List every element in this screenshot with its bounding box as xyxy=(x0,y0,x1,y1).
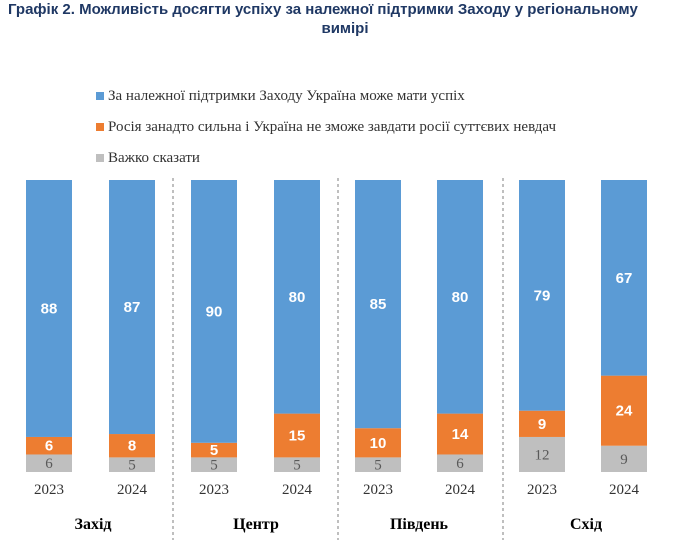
data-label-hard-8: 9 xyxy=(620,452,628,468)
bar-russia-6 xyxy=(437,413,483,455)
data-label-russia-4: 15 xyxy=(289,428,306,445)
bar-hard-5 xyxy=(355,457,401,472)
x-tick-label-8: 2024 xyxy=(609,482,640,498)
bar-russia-5 xyxy=(355,428,401,458)
legend-label-russia: Росія занадто сильна і Україна не зможе … xyxy=(108,119,557,135)
chart-title-line2: вимірі xyxy=(321,20,369,37)
data-label-hard-2: 5 xyxy=(128,458,136,474)
legend-swatch-russia xyxy=(96,123,104,131)
data-label-hard-3: 5 xyxy=(210,458,218,474)
bar-success-1 xyxy=(26,180,72,437)
bar-success-3 xyxy=(191,180,237,443)
data-label-russia-7: 9 xyxy=(538,416,546,433)
data-label-hard-7: 12 xyxy=(535,447,550,463)
x-tick-label-1: 2023 xyxy=(34,482,64,498)
data-label-success-3: 90 xyxy=(206,303,223,320)
data-label-russia-6: 14 xyxy=(452,426,469,443)
legend-label-hard: Важко сказати xyxy=(108,150,200,166)
x-tick-label-3: 2023 xyxy=(199,482,229,498)
x-tick-label-6: 2024 xyxy=(445,482,476,498)
data-label-hard-6: 6 xyxy=(456,456,464,472)
bar-success-4 xyxy=(274,180,320,414)
bar-russia-3 xyxy=(191,442,237,458)
data-label-russia-1: 6 xyxy=(45,438,53,455)
bar-hard-1 xyxy=(26,454,72,472)
bar-success-7 xyxy=(519,180,565,411)
legend-label-success: За належної підтримки Заходу Україна мож… xyxy=(108,88,465,104)
legend-item-russia: Росія занадто сильна і Україна не зможе … xyxy=(96,117,556,148)
bar-russia-1 xyxy=(26,436,72,455)
bar-hard-2 xyxy=(109,457,155,472)
data-label-hard-5: 5 xyxy=(374,458,382,474)
bar-success-5 xyxy=(355,180,401,429)
data-label-success-8: 67 xyxy=(616,270,633,287)
legend-item-success: За належної підтримки Заходу Україна мож… xyxy=(96,86,556,117)
group-label-1: Захід xyxy=(75,516,112,533)
chart-title-line1: Графік 2. Можливість досягти успіху за н… xyxy=(8,1,638,18)
bar-success-2 xyxy=(109,180,155,435)
bar-hard-3 xyxy=(191,457,237,472)
data-label-russia-8: 24 xyxy=(616,403,633,420)
bar-success-6 xyxy=(437,180,483,414)
bar-russia-4 xyxy=(274,413,320,458)
x-tick-label-4: 2024 xyxy=(282,482,313,498)
legend-swatch-hard xyxy=(96,154,104,162)
legend-swatch-success xyxy=(96,92,104,100)
x-tick-label-7: 2023 xyxy=(527,482,557,498)
group-label-2: Центр xyxy=(233,516,279,533)
data-label-success-7: 79 xyxy=(534,287,551,304)
x-tick-label-2: 2024 xyxy=(117,482,148,498)
bar-success-8 xyxy=(601,180,647,376)
chart-legend: За належної підтримки Заходу Україна мож… xyxy=(96,86,556,179)
data-label-russia-3: 5 xyxy=(210,442,218,459)
bar-russia-7 xyxy=(519,410,565,437)
x-tick-label-5: 2023 xyxy=(363,482,393,498)
bar-russia-8 xyxy=(601,375,647,446)
group-label-3: Південь xyxy=(390,516,449,533)
data-label-russia-5: 10 xyxy=(370,435,387,452)
bar-hard-7 xyxy=(519,436,565,472)
data-label-success-5: 85 xyxy=(370,296,387,313)
data-label-russia-2: 8 xyxy=(128,438,136,455)
data-label-hard-4: 5 xyxy=(293,458,301,474)
data-label-hard-1: 6 xyxy=(45,456,53,472)
data-label-success-2: 87 xyxy=(124,299,141,316)
bar-hard-4 xyxy=(274,457,320,472)
data-label-success-6: 80 xyxy=(452,289,469,306)
data-label-success-4: 80 xyxy=(289,289,306,306)
legend-item-hard: Важко сказати xyxy=(96,148,556,179)
bar-russia-2 xyxy=(109,434,155,458)
group-label-4: Схід xyxy=(570,516,602,533)
bar-hard-6 xyxy=(437,454,483,472)
bar-hard-8 xyxy=(601,445,647,472)
data-label-success-1: 88 xyxy=(41,300,58,317)
